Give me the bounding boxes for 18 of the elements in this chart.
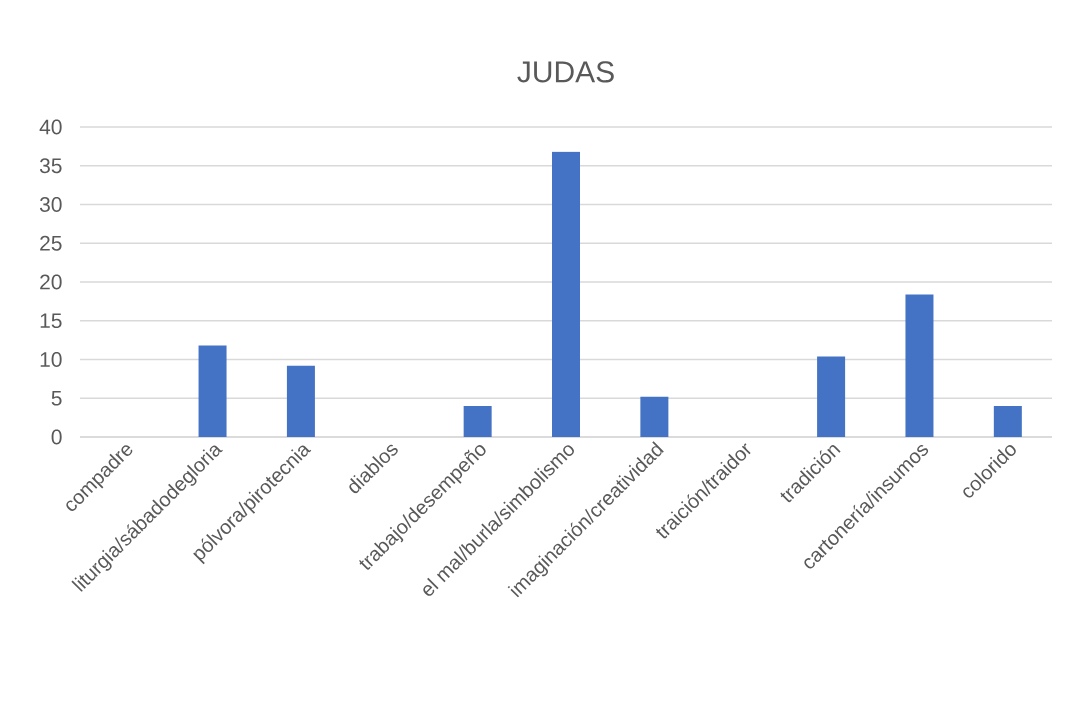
chart-title: JUDAS <box>517 61 614 83</box>
y-tick-label: 40 <box>39 119 62 135</box>
y-tick-label: 0 <box>51 429 62 445</box>
bar <box>552 151 581 437</box>
y-tick-label: 25 <box>40 235 62 251</box>
y-tick-label: 35 <box>39 158 62 174</box>
y-tick-label: 30 <box>39 197 62 212</box>
bar <box>817 356 846 437</box>
bar <box>905 294 934 437</box>
y-tick-label: 10 <box>40 352 62 367</box>
y-tick-label: 20 <box>40 274 62 290</box>
bar <box>993 406 1022 437</box>
y-tick-label: 15 <box>40 313 62 329</box>
y-tick-label: 5 <box>51 390 62 406</box>
bar <box>198 345 227 437</box>
bar <box>286 365 315 437</box>
bar <box>640 396 669 437</box>
bar <box>463 406 492 437</box>
